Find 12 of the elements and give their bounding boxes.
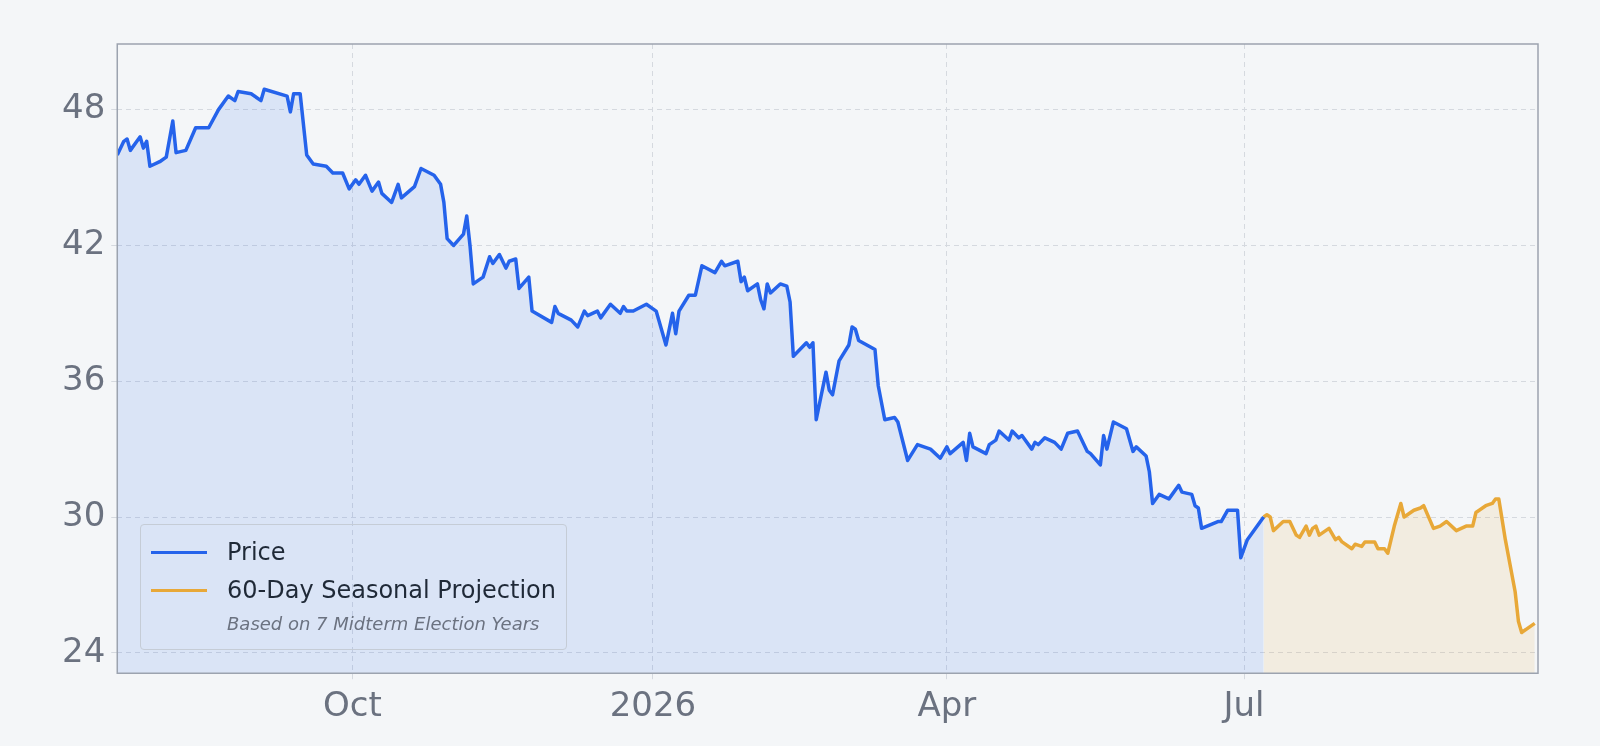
x-tick-label: 2026 [609, 684, 697, 725]
legend-label: 60-Day Seasonal Projection [227, 575, 557, 606]
y-tick-label: 42 [62, 222, 106, 263]
y-tick-label: 24 [62, 629, 106, 670]
series-label: Price [227, 537, 286, 568]
annotation: Based on 7 Midterm Election Years [227, 612, 541, 636]
x-tick-label: Oct [323, 684, 382, 725]
y-tick-label: 36 [62, 358, 106, 399]
x-tick-label: Jul [1221, 684, 1265, 725]
y-tick-label: 48 [62, 86, 106, 127]
x-tick-label: Apr [917, 684, 977, 725]
y-tick-label: 30 [62, 493, 106, 534]
